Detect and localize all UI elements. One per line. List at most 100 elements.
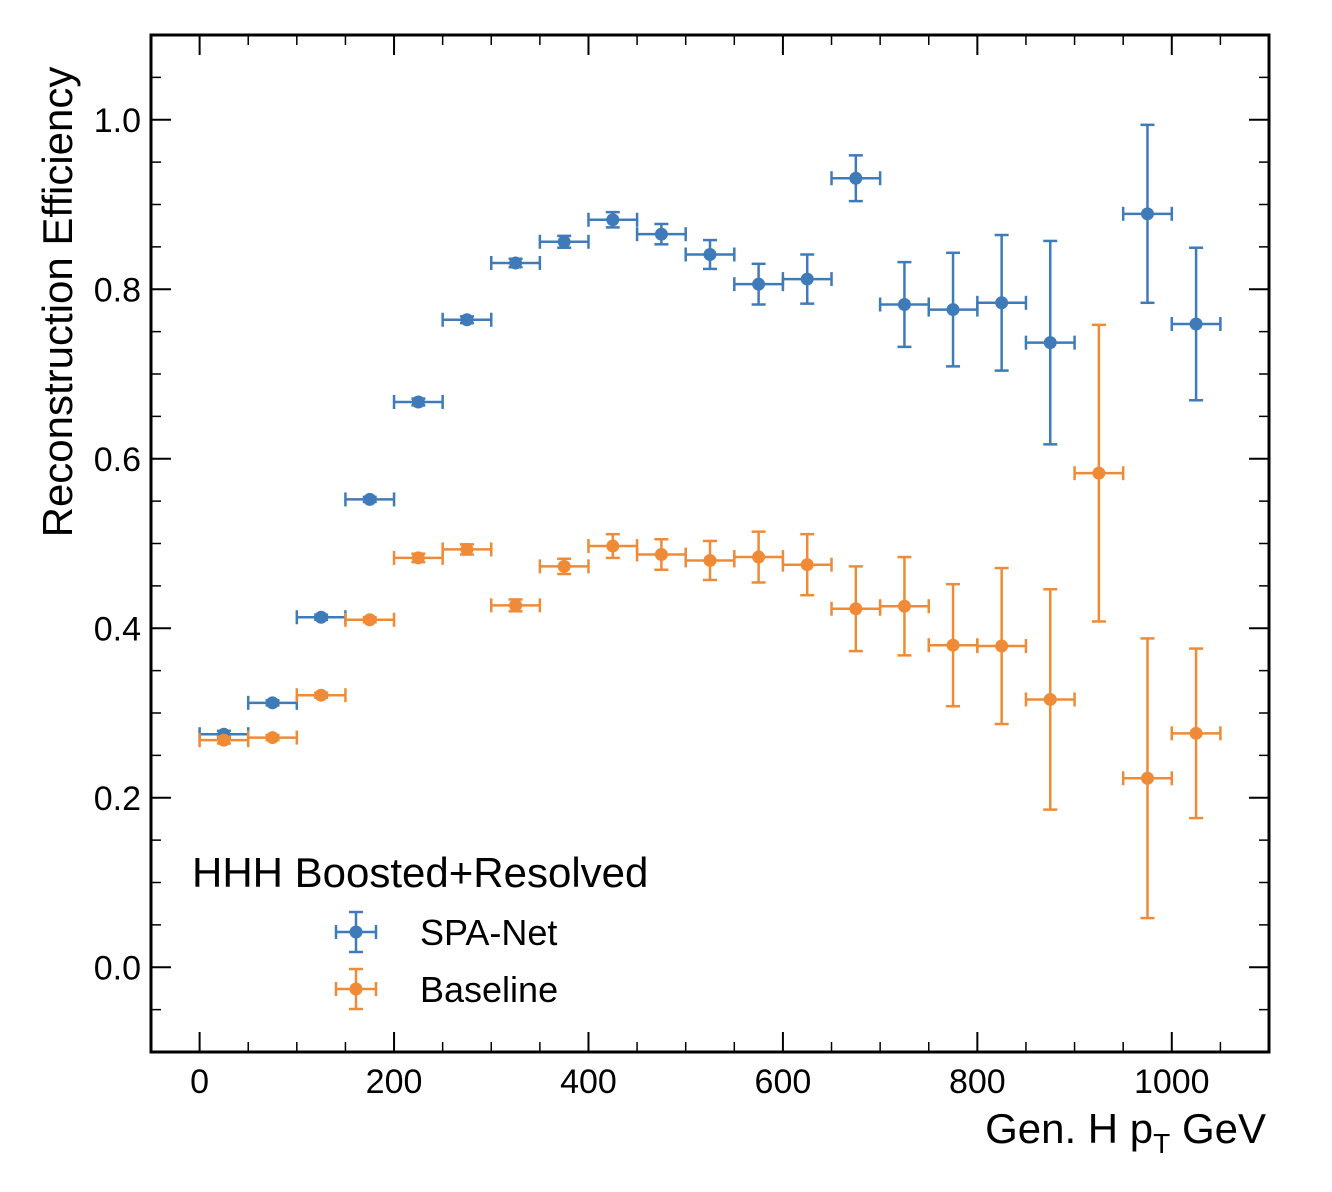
baseline-point-group: [637, 539, 686, 570]
data-series: [200, 125, 1221, 918]
spa-net-point-group: [977, 235, 1026, 371]
spa-net-point: [995, 296, 1008, 309]
spa-net-point-group: [1172, 248, 1221, 401]
baseline-point: [266, 731, 279, 744]
spa-net-point-group: [297, 610, 346, 624]
spa-net-point-group: [443, 313, 492, 327]
legend-entries: SPA-Net Baseline: [336, 912, 558, 1010]
legend-title: HHH Boosted+Resolved: [192, 849, 648, 896]
y-tick-label: 0.6: [94, 441, 141, 479]
spa-net-point-group: [880, 262, 929, 347]
x-axis-title: Gen. H pT GeV: [985, 1105, 1266, 1159]
legend-entry-spa-net: SPA-Net: [336, 912, 557, 953]
baseline-point-group: [540, 559, 589, 574]
spa-net-point: [1141, 207, 1154, 220]
spa-net-point: [509, 256, 522, 269]
baseline-point-group: [491, 598, 540, 612]
x-tick-label: 1000: [1134, 1063, 1210, 1101]
series-spa-net: [200, 125, 1221, 741]
spa-net-point: [898, 298, 911, 311]
spa-net-point: [1190, 317, 1203, 330]
x-axis-title-suffix: GeV: [1170, 1105, 1266, 1152]
spa-net-point: [655, 228, 668, 241]
legend-marker-point: [350, 983, 363, 996]
baseline-point: [898, 600, 911, 613]
spa-net-point: [752, 278, 765, 291]
y-tick-label: 0.0: [94, 949, 141, 987]
spa-net-point-group: [1026, 241, 1075, 444]
baseline-point-group: [783, 534, 832, 595]
y-tick-label: 0.4: [94, 610, 141, 648]
baseline-point: [509, 599, 522, 612]
baseline-point-group: [248, 731, 297, 745]
x-axis-title-main: Gen. H p: [985, 1105, 1153, 1152]
baseline-point-group: [443, 542, 492, 556]
spa-net-point-group: [1123, 125, 1172, 303]
spa-net-point: [363, 493, 376, 506]
x-axis-title-subscript: T: [1153, 1128, 1170, 1159]
baseline-point: [849, 602, 862, 615]
baseline-point: [752, 551, 765, 564]
spa-net-point: [849, 172, 862, 185]
x-tick-label: 800: [949, 1063, 1006, 1101]
legend: HHH Boosted+Resolved SPA-Net Baseline: [192, 849, 648, 1010]
baseline-point: [801, 558, 814, 571]
legend-label-spa-net: SPA-Net: [420, 912, 557, 953]
baseline-point-group: [1123, 638, 1172, 918]
baseline-point-group: [832, 566, 881, 651]
baseline-point-group: [1172, 649, 1221, 819]
baseline-point: [315, 689, 328, 702]
spa-net-point-group: [491, 256, 540, 270]
baseline-point: [606, 540, 619, 553]
spa-net-point-group: [540, 235, 589, 249]
spa-net-point-group: [832, 155, 881, 201]
spa-net-point: [606, 213, 619, 226]
baseline-point: [558, 560, 571, 573]
baseline-point-group: [977, 568, 1026, 724]
baseline-point-group: [1026, 589, 1075, 809]
baseline-point: [412, 551, 425, 564]
x-tick-label: 200: [366, 1063, 423, 1101]
y-tick-label: 0.8: [94, 271, 141, 309]
baseline-point: [1092, 467, 1105, 480]
spa-net-point-group: [783, 255, 832, 304]
spa-net-point-group: [686, 240, 735, 269]
series-baseline: [200, 325, 1221, 918]
y-tick-label: 0.2: [94, 780, 141, 818]
spa-net-point: [704, 248, 717, 261]
spa-net-point: [460, 313, 473, 326]
legend-marker-point: [350, 926, 363, 939]
spa-net-point: [947, 303, 960, 316]
baseline-point-group: [297, 688, 346, 702]
spa-net-point-group: [394, 395, 443, 409]
x-tick-label: 600: [755, 1063, 812, 1101]
spa-net-point-group: [345, 492, 394, 506]
x-tick-label: 400: [560, 1063, 617, 1101]
baseline-point: [704, 554, 717, 567]
baseline-point-group: [880, 557, 929, 655]
baseline-point-group: [345, 613, 394, 627]
spa-net-point: [558, 235, 571, 248]
baseline-point: [995, 640, 1008, 653]
spa-net-point-group: [929, 253, 978, 367]
baseline-point: [1190, 727, 1203, 740]
y-tick-label: 1.0: [94, 102, 141, 140]
spa-net-point: [315, 611, 328, 624]
legend-label-baseline: Baseline: [420, 969, 558, 1010]
baseline-point-group: [686, 541, 735, 580]
baseline-point-group: [588, 534, 637, 558]
baseline-point: [1141, 772, 1154, 785]
baseline-point-group: [1075, 325, 1124, 622]
spa-net-point-group: [248, 696, 297, 710]
baseline-point: [655, 548, 668, 561]
baseline-point-group: [394, 551, 443, 565]
baseline-point-group: [929, 584, 978, 706]
spa-net-point-group: [588, 212, 637, 227]
baseline-point: [1044, 693, 1057, 706]
x-tick-label: 0: [190, 1063, 209, 1101]
spa-net-point-group: [637, 224, 686, 244]
baseline-point: [947, 639, 960, 652]
spa-net-point: [801, 273, 814, 286]
baseline-point: [460, 543, 473, 556]
spa-net-point: [1044, 336, 1057, 349]
